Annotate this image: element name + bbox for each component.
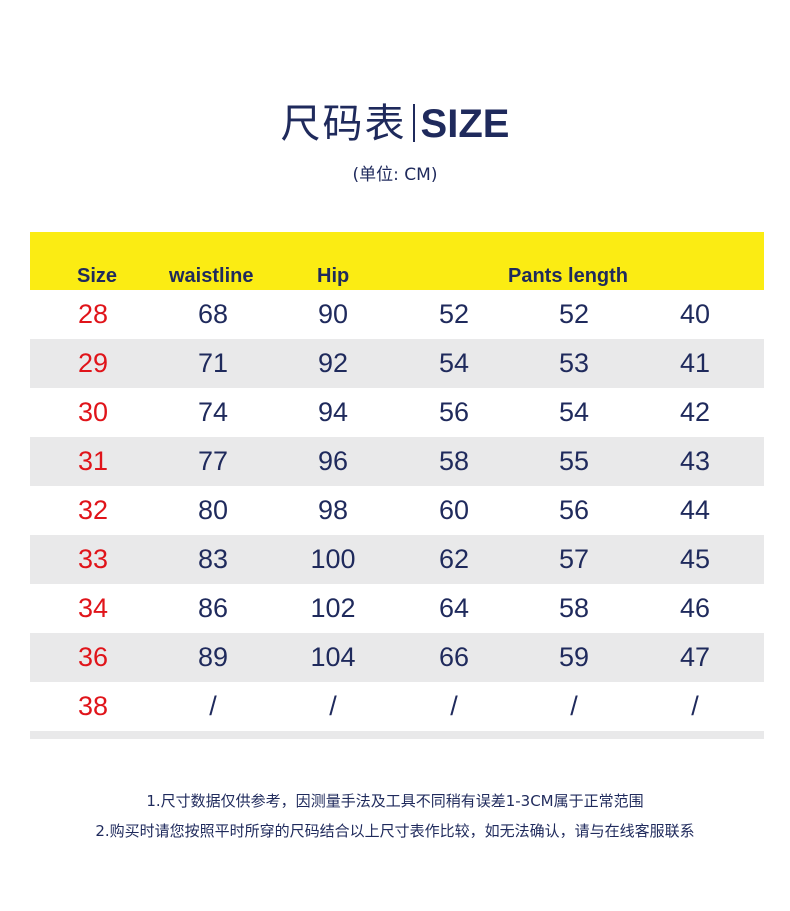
measure-cell: 89 bbox=[197, 642, 229, 672]
notes: 1.尺寸数据仅供参考，因测量手法及工具不同稍有误差1-3CM属于正常范围 2.购… bbox=[0, 786, 790, 846]
measure-cell: 43 bbox=[679, 446, 711, 476]
table-row: 34 86 102 64 58 46 bbox=[30, 584, 764, 633]
measure-cell: 90 bbox=[317, 299, 349, 329]
measure-cell: 100 bbox=[310, 544, 356, 574]
size-cell: 31 bbox=[77, 446, 109, 476]
measure-cell: 54 bbox=[558, 397, 590, 427]
table-bottom-bar bbox=[30, 731, 764, 739]
table-row: 38 / / / / / bbox=[30, 682, 764, 731]
table-body: 28 68 90 52 52 40 29 71 92 54 53 41 30 74 94 56 54 42 31 77… bbox=[30, 290, 764, 731]
unit-label: (单位: CM) bbox=[352, 165, 438, 185]
measure-cell: 56 bbox=[558, 495, 590, 525]
measure-cell: 52 bbox=[438, 299, 470, 329]
measure-cell: 80 bbox=[197, 495, 229, 525]
measure-cell: 68 bbox=[197, 299, 229, 329]
table-row: 32 80 98 60 56 44 bbox=[30, 486, 764, 535]
table-row: 30 74 94 56 54 42 bbox=[30, 388, 764, 437]
measure-cell: 41 bbox=[679, 348, 711, 378]
measure-cell: 47 bbox=[679, 642, 711, 672]
size-cell: 34 bbox=[77, 593, 109, 623]
measure-cell: 42 bbox=[679, 397, 711, 427]
size-cell: 29 bbox=[77, 348, 109, 378]
title-english: SIZE bbox=[420, 102, 510, 146]
measure-cell: 46 bbox=[679, 593, 711, 623]
measure-cell: / bbox=[209, 691, 217, 721]
table-row: 31 77 96 58 55 43 bbox=[30, 437, 764, 486]
measure-cell: / bbox=[450, 691, 458, 721]
measure-cell: 40 bbox=[679, 299, 711, 329]
measure-cell: 92 bbox=[317, 348, 349, 378]
measure-cell: 96 bbox=[317, 446, 349, 476]
measure-cell: 59 bbox=[558, 642, 590, 672]
size-cell: 33 bbox=[77, 544, 109, 574]
size-cell: 30 bbox=[77, 397, 109, 427]
note-1: 1.尺寸数据仅供参考，因测量手法及工具不同稍有误差1-3CM属于正常范围 bbox=[146, 792, 644, 810]
measure-cell: 94 bbox=[317, 397, 349, 427]
header-pants-length: Pants length bbox=[508, 265, 629, 287]
measure-cell: 71 bbox=[197, 348, 229, 378]
measure-cell: 83 bbox=[197, 544, 229, 574]
measure-cell: 44 bbox=[679, 495, 711, 525]
measure-cell: 64 bbox=[438, 593, 470, 623]
measure-cell: / bbox=[570, 691, 578, 721]
header-hip: Hip bbox=[317, 265, 350, 287]
measure-cell: 62 bbox=[438, 544, 470, 574]
measure-cell: 58 bbox=[438, 446, 470, 476]
table-row: 29 71 92 54 53 41 bbox=[30, 339, 764, 388]
size-table: Size waistline Hip Pants length 28 68 90 52… bbox=[30, 232, 764, 739]
header-waistline: waistline bbox=[169, 265, 254, 287]
table-row: 33 83 100 62 57 45 bbox=[30, 535, 764, 584]
measure-cell: 86 bbox=[197, 593, 229, 623]
measure-cell: 104 bbox=[310, 642, 356, 672]
title-divider bbox=[412, 104, 415, 142]
measure-cell: 56 bbox=[438, 397, 470, 427]
note-2: 2.购买时请您按照平时所穿的尺码结合以上尺寸表作比较，如无法确认，请与在线客服联… bbox=[95, 822, 695, 840]
measure-cell: 60 bbox=[438, 495, 470, 525]
measure-cell: 52 bbox=[558, 299, 590, 329]
page-title: 尺码表 SIZE bbox=[0, 100, 790, 148]
measure-cell: 54 bbox=[438, 348, 470, 378]
size-cell: 38 bbox=[77, 691, 109, 721]
measure-cell: 45 bbox=[679, 544, 711, 574]
table-row: 28 68 90 52 52 40 bbox=[30, 290, 764, 339]
title-chinese: 尺码表 bbox=[280, 101, 407, 147]
measure-cell: / bbox=[329, 691, 337, 721]
measure-cell: 98 bbox=[317, 495, 349, 525]
measure-cell: 66 bbox=[438, 642, 470, 672]
table-row: 36 89 104 66 59 47 bbox=[30, 633, 764, 682]
measure-cell: 102 bbox=[310, 593, 356, 623]
table-header: Size waistline Hip Pants length bbox=[30, 232, 764, 290]
measure-cell: 74 bbox=[197, 397, 229, 427]
size-cell: 36 bbox=[77, 642, 109, 672]
size-cell: 32 bbox=[77, 495, 109, 525]
measure-cell: 53 bbox=[558, 348, 590, 378]
header-size: Size bbox=[77, 265, 118, 287]
measure-cell: 55 bbox=[558, 446, 590, 476]
measure-cell: 77 bbox=[197, 446, 229, 476]
measure-cell: 58 bbox=[558, 593, 590, 623]
measure-cell: 57 bbox=[558, 544, 590, 574]
size-cell: 28 bbox=[77, 299, 109, 329]
measure-cell: / bbox=[691, 691, 699, 721]
